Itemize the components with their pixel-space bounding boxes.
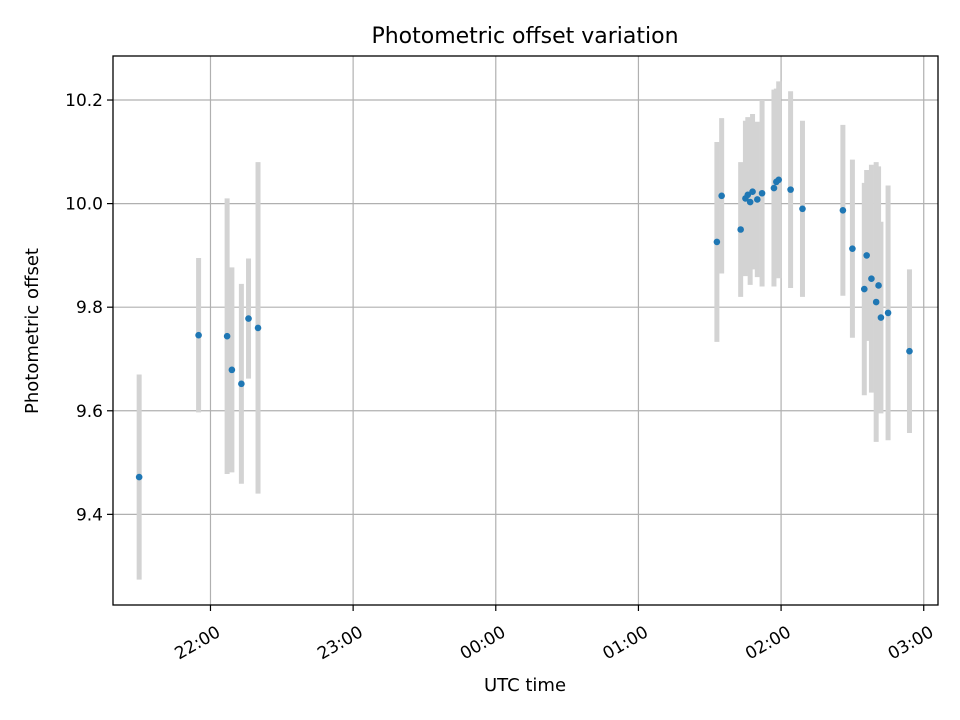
- data-point: [718, 192, 725, 200]
- data-point: [245, 315, 252, 322]
- y-tick-label: 9.4: [76, 505, 103, 525]
- data-point: [787, 186, 794, 193]
- data-point: [863, 252, 870, 259]
- data-point: [906, 347, 913, 355]
- data-point: [799, 205, 806, 213]
- data-point: [223, 332, 231, 340]
- y-tick-label: 10.0: [65, 195, 103, 215]
- data-point: [872, 298, 880, 306]
- data-point: [770, 184, 778, 192]
- data-point: [884, 309, 892, 317]
- data-point: [135, 473, 143, 481]
- y-axis-ticks: 9.4 9.6 9.8 10.0 10.2: [65, 91, 113, 525]
- data-point: [758, 189, 766, 197]
- data-point: [749, 188, 756, 195]
- data-point: [868, 275, 875, 283]
- data-point: [254, 324, 262, 332]
- data-point: [875, 282, 882, 289]
- data-point: [737, 226, 744, 233]
- y-axis-label: Photometric offset: [22, 248, 43, 414]
- y-tick-label: 9.6: [76, 402, 103, 422]
- data-point: [228, 366, 236, 374]
- data-points: [135, 176, 913, 481]
- y-tick-label: 10.2: [65, 91, 103, 111]
- data-point: [744, 191, 752, 199]
- data-point: [746, 198, 754, 206]
- data-point: [195, 331, 202, 339]
- data-point: [238, 380, 245, 388]
- data-point: [713, 238, 721, 246]
- data-point: [775, 176, 783, 184]
- data-point: [839, 207, 847, 214]
- data-point: [754, 196, 761, 203]
- data-point: [860, 285, 868, 293]
- y-tick-label: 9.8: [76, 298, 103, 318]
- plot-frame: [112, 55, 939, 606]
- data-point: [849, 245, 856, 252]
- data-point: [877, 314, 885, 321]
- x-axis-label: UTC time: [484, 675, 566, 696]
- chart-title: Photometric offset variation: [371, 24, 678, 49]
